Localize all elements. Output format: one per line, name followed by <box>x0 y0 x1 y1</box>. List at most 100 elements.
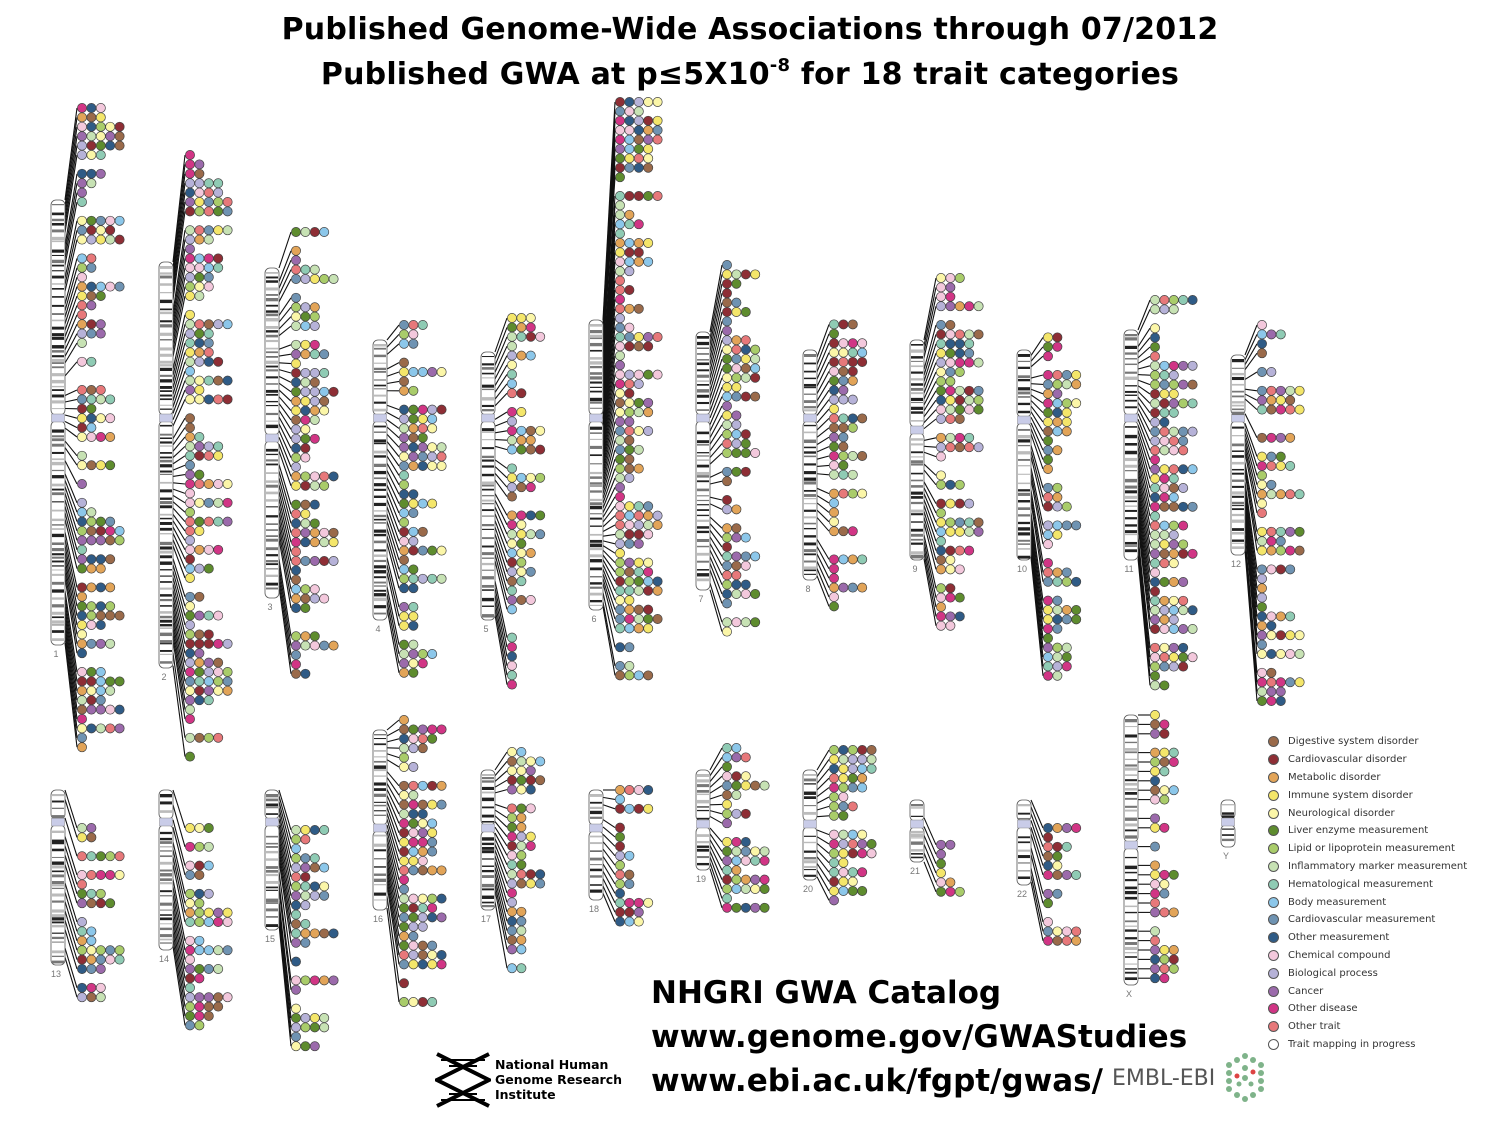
association-line <box>1244 496 1258 598</box>
chromosome-band <box>374 463 386 467</box>
association-line <box>602 421 616 480</box>
association-dot <box>652 585 663 596</box>
chromosome-band <box>266 523 278 525</box>
association-dot <box>954 498 965 509</box>
chromosome-band <box>482 837 494 841</box>
association-dot <box>507 897 517 908</box>
association-dot <box>722 589 732 599</box>
chromosome-band <box>911 496 923 499</box>
association-dot <box>300 919 311 929</box>
association-line <box>172 819 186 866</box>
association-dot <box>964 526 975 537</box>
association-line <box>1030 422 1044 451</box>
association-dot <box>847 886 858 896</box>
association-dot <box>750 884 761 894</box>
association-dot <box>722 570 732 581</box>
association-dot <box>1150 295 1160 305</box>
chromosome-band <box>1125 478 1137 483</box>
association-dot <box>829 792 839 802</box>
chromosome-band <box>697 774 709 778</box>
association-dot <box>1061 426 1072 437</box>
association-line <box>1030 512 1044 601</box>
association-dot <box>399 762 409 772</box>
association-line <box>64 486 78 522</box>
association-dot <box>507 407 517 417</box>
chromosome-band <box>804 370 816 373</box>
association-dot <box>516 435 527 446</box>
association-dot <box>427 940 438 951</box>
chromosome-band <box>590 502 602 506</box>
chromosome-band <box>160 923 172 925</box>
association-dot <box>516 944 527 955</box>
association-dot <box>1150 766 1160 777</box>
association-line <box>1137 435 1151 479</box>
association-dot <box>624 341 635 352</box>
association-dot <box>194 168 205 179</box>
catalog-url-genome[interactable]: www.genome.gov/GWAStudies <box>651 1019 1188 1055</box>
association-dot <box>731 902 742 913</box>
association-line <box>64 440 78 457</box>
association-dot <box>516 850 527 861</box>
association-dot <box>847 319 858 330</box>
association-dot <box>1294 545 1305 556</box>
chromosome-band <box>1125 805 1137 808</box>
association-dot <box>309 311 320 322</box>
chromosome-band <box>52 222 64 226</box>
chromosome-band <box>266 916 278 918</box>
association-dot <box>185 441 195 452</box>
chromosome-band <box>374 367 386 371</box>
association-dot <box>1159 945 1170 955</box>
association-dot <box>1257 686 1267 697</box>
association-dot <box>516 350 527 361</box>
association-dot <box>615 285 625 295</box>
chromosome-band <box>160 810 172 813</box>
chromosome-band <box>52 518 64 522</box>
association-dot <box>1266 677 1277 688</box>
chromosome-band <box>160 473 172 476</box>
legend-label: Biological process <box>1288 967 1378 979</box>
association-dot <box>731 808 742 819</box>
association-dot <box>1168 614 1179 625</box>
association-dot <box>194 695 205 706</box>
chromosome-band <box>482 484 494 487</box>
association-dot <box>525 482 536 493</box>
catalog-url-ebi[interactable]: www.ebi.ac.uk/fgpt/gwas/ <box>651 1063 1103 1099</box>
association-dot <box>643 134 654 145</box>
association-dot <box>829 829 839 840</box>
association-dot <box>1257 385 1267 396</box>
chromosome-band <box>1018 862 1030 864</box>
association-dot <box>417 997 428 1007</box>
chromosome-band <box>482 377 494 379</box>
association-dot <box>417 367 428 377</box>
association-dot <box>838 848 849 859</box>
chromosome-band <box>911 472 923 475</box>
chromosome-band <box>590 485 602 487</box>
association-dot <box>1052 407 1063 418</box>
association-dot <box>525 595 536 605</box>
association-dot <box>319 405 330 416</box>
chromosome-band <box>374 878 386 882</box>
legend-swatch-icon <box>1268 754 1279 766</box>
association-dot <box>750 589 761 599</box>
association-dot <box>652 614 663 624</box>
association-dot <box>643 623 654 634</box>
association-dot <box>624 209 635 220</box>
chromosome-band <box>160 902 172 906</box>
association-dot <box>203 544 214 555</box>
association-dot <box>319 881 330 892</box>
association-dot <box>1150 567 1160 578</box>
chromosome-band <box>266 873 278 877</box>
chromosome-band <box>804 431 816 434</box>
association-dot <box>1150 652 1160 663</box>
association-dot <box>1043 341 1053 352</box>
association-dot <box>633 134 644 145</box>
association-dot <box>213 964 224 974</box>
association-dot <box>1178 445 1189 456</box>
association-dot <box>1159 577 1170 587</box>
association-dot <box>1178 426 1189 437</box>
chromosome-band <box>804 494 816 497</box>
association-dot <box>1071 398 1082 409</box>
association-dot <box>417 921 428 932</box>
legend-swatch-icon <box>1268 843 1279 855</box>
association-dot <box>213 497 224 508</box>
